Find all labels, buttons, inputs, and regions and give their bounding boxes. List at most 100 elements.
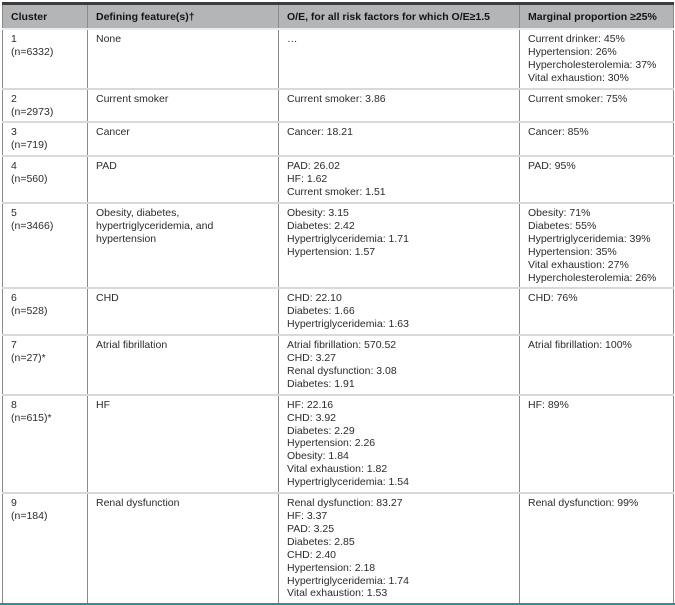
cluster-cell: 4 (n=560) [2,156,88,204]
defining-feature: Cancer [96,126,130,139]
column-header-oe: O/E, for all risk factors for which O/E≥… [278,2,520,30]
cluster-id: 7 [11,339,17,352]
oe-line: Diabetes: 1.91 [287,377,355,390]
defining-feature: Obesity, diabetes, hypertriglyceridemia,… [96,206,214,245]
table-row: 6 (n=528) CHD CHD: 22.10 Diabetes: 1.66 Hyper… [2,288,674,337]
oe-line: HF: 1.62 [287,173,328,186]
oe-line: HF: 3.37 [287,510,328,522]
cluster-id: 4 [11,160,17,173]
marginal-line: Current smoker: 75% [528,92,628,105]
cluster-id: 5 [11,206,17,219]
oe-line: Diabetes: 2.85 [287,535,355,548]
marginal-cell: Obesity: 71% Diabetes: 55% Hypertriglyceri… [519,202,674,290]
oe-line: Obesity: 3.15 [287,206,349,219]
table-row: 5 (n=3466) Obesity, diabetes, hypertriglyc… [2,202,674,290]
marginal-line: PAD: 95% [528,160,576,173]
cluster-cell: 1 (n=6332) [2,29,88,90]
cluster-id: 8 [11,398,17,411]
cluster-n: (n=528) [11,305,48,318]
marginal-line: CHD: 76% [528,292,578,305]
oe-line: Hypertriglyceridemia: 1.63 [287,318,409,331]
oe-cell: HF: 22.16 CHD: 3.92 Diabetes: 2.29 Hyperten… [278,394,520,495]
table-row: 8 (n=615)* HF HF: 22.16 CHD: 3.92 Diabetes: 2… [2,394,674,495]
oe-line: Vital exhaustion: 1.53 [287,587,388,600]
oe-line: Hypertension: 2.18 [287,561,376,574]
cluster-cell: 5 (n=3466) [2,202,88,290]
marginal-line: Vital exhaustion: 30% [528,71,629,84]
oe-line: PAD: 26.02 [287,160,340,173]
oe-line: CHD: 2.40 [287,548,337,561]
marginal-line: Current drinker: 45% [528,33,625,45]
cluster-n: (n=27)* [11,352,46,365]
defining-feature: PAD [96,160,117,173]
defining-feature: None [96,33,122,45]
oe-line: Hypertension: 1.57 [287,245,376,258]
marginal-cell: PAD: 95% [519,156,674,204]
oe-line: HF: 22.16 [287,398,334,411]
oe-line: CHD: 3.27 [287,352,337,365]
defining-feature: Current smoker [96,92,169,105]
cluster-n: (n=719) [11,139,48,152]
defining-feature-cell: Obesity, diabetes, hypertriglyceridemia,… [87,202,279,290]
marginal-cell: Cancer: 85% [519,122,674,158]
oe-cell: Atrial fibrillation: 570.52 CHD: 3.27 Rena… [278,335,520,396]
oe-line: Current smoker: 1.51 [287,186,386,199]
defining-feature-cell: CHD [87,288,279,337]
marginal-line: Diabetes: 55% [528,219,597,232]
marginal-line: Hypercholesterolemia: 26% [528,271,657,284]
defining-feature: Renal dysfunction [96,497,180,510]
cluster-id: 6 [11,292,17,305]
marginal-cell: Current smoker: 75% [519,88,674,124]
marginal-line: Hypertension: 35% [528,245,617,258]
oe-line: Current smoker: 3.86 [287,92,386,105]
oe-cell: Obesity: 3.15 Diabetes: 2.42 Hypertriglyce… [278,202,520,290]
defining-feature-cell: Cancer [87,122,279,158]
marginal-line: Hypercholesterolemia: 37% [528,58,657,71]
marginal-cell: Atrial fibrillation: 100% [519,335,674,396]
oe-line: CHD: 3.92 [287,411,337,424]
oe-cell: CHD: 22.10 Diabetes: 1.66 Hypertriglycerid… [278,288,520,337]
cluster-n: (n=3466) [11,219,54,232]
oe-cell: … [278,29,520,90]
defining-feature: HF [96,398,110,411]
table-header: Cluster Defining feature(s)† O/E, for al… [2,2,674,30]
table-row: 9 (n=184) Renal dysfunction Renal dysfuncti… [2,493,674,605]
oe-line: Vital exhaustion: 1.82 [287,463,388,476]
column-header-cluster: Cluster [2,2,88,30]
marginal-cell: CHD: 76% [519,288,674,337]
column-header-defining-features: Defining feature(s)† [87,2,279,30]
cluster-id: 9 [11,497,17,510]
defining-feature: Atrial fibrillation [96,339,168,352]
oe-line: Renal dysfunction: 83.27 [287,497,403,510]
defining-feature-cell: Current smoker [87,88,279,124]
oe-line: Renal dysfunction: 3.08 [287,364,397,377]
cluster-cell: 7 (n=27)* [2,335,88,396]
oe-line: Atrial fibrillation: 570.52 [287,339,397,352]
marginal-cell: HF: 89% [519,394,674,495]
oe-line: CHD: 22.10 [287,292,342,305]
marginal-line: HF: 89% [528,398,569,411]
marginal-cell: Current drinker: 45% Hypertension: 26% Hyp… [519,29,674,90]
table-row: 2 (n=2973) Current smoker Current smoker: 3… [2,88,674,124]
cluster-cell: 6 (n=528) [2,288,88,337]
marginal-cell: Renal dysfunction: 99% [519,493,674,605]
cluster-n: (n=6332) [11,45,54,58]
oe-cell: Current smoker: 3.86 [278,88,520,124]
oe-line: Obesity: 1.84 [287,450,349,463]
table-body: 1 (n=6332) None… Current drinker: 45% Hypert… [2,29,674,605]
cluster-cell: 9 (n=184) [2,493,88,605]
cluster-cell: 3 (n=719) [2,122,88,158]
header-row: Cluster Defining feature(s)† O/E, for al… [2,2,674,30]
cluster-cell: 8 (n=615)* [2,394,88,495]
oe-line: Diabetes: 2.29 [287,424,355,437]
oe-line: Hypertriglyceridemia: 1.71 [287,232,409,245]
defining-feature-cell: PAD [87,156,279,204]
oe-line: Cancer: 18.21 [287,126,353,139]
defining-feature-cell: Atrial fibrillation [87,335,279,396]
oe-line: Hypertriglyceridemia: 1.54 [287,476,409,489]
table-row: 7 (n=27)* Atrial fibrillation Atrial fibril… [2,335,674,396]
marginal-line: Hypertension: 26% [528,45,617,58]
oe-line: Hypertriglyceridemia: 1.74 [287,574,409,587]
oe-cell: Cancer: 18.21 [278,122,520,158]
